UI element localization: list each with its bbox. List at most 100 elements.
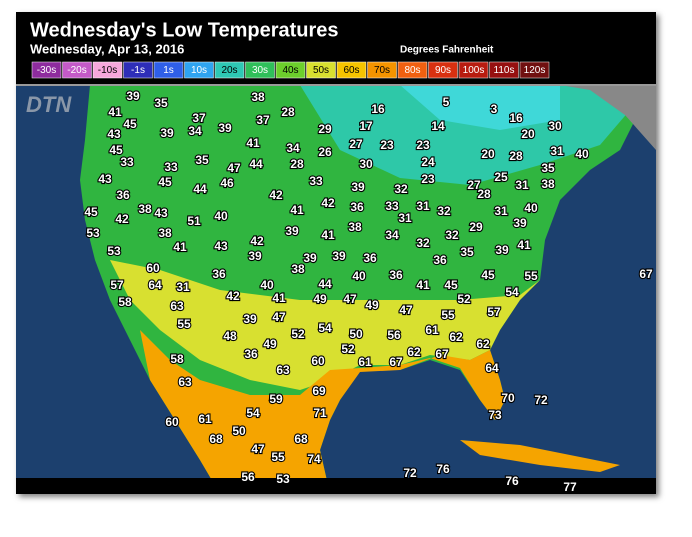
temperature: 60 — [165, 415, 179, 429]
temperature: 68 — [209, 432, 223, 446]
legend-swatch — [92, 61, 123, 79]
temperature: 34 — [188, 124, 202, 138]
temperature: 62 — [407, 345, 421, 359]
temperature: 36 — [363, 251, 377, 265]
legend-swatch — [245, 61, 275, 79]
temperature: 52 — [341, 342, 355, 356]
temperature: 42 — [226, 289, 240, 303]
temperature: 42 — [115, 212, 129, 226]
temperature: 35 — [154, 96, 168, 110]
legend-label: -10s — [98, 65, 117, 76]
temperature: 55 — [441, 308, 455, 322]
legend-label: 60s — [343, 65, 359, 76]
temperature: 72 — [534, 393, 548, 407]
temperature: 36 — [212, 267, 226, 281]
temperature: 39 — [351, 180, 365, 194]
temperature: 41 — [173, 240, 187, 254]
temperature: 45 — [123, 117, 137, 131]
temperature: 51 — [187, 214, 201, 228]
temperature: 58 — [118, 295, 132, 309]
legend-swatch — [367, 61, 397, 79]
temperature: 63 — [170, 299, 184, 313]
legend-swatch — [519, 61, 550, 79]
temperature: 5 — [443, 95, 450, 109]
temperature: 56 — [387, 328, 401, 342]
temperature: 38 — [138, 202, 152, 216]
temperature: 38 — [291, 262, 305, 276]
legend-swatch — [275, 61, 306, 79]
temperature: 42 — [269, 188, 283, 202]
temperature: 49 — [263, 337, 277, 351]
temperature: 55 — [177, 317, 191, 331]
land — [80, 85, 656, 494]
temperature: 62 — [476, 337, 490, 351]
temperature: 47 — [272, 310, 286, 324]
temperature: 40 — [260, 278, 274, 292]
legend-label: 110s — [494, 65, 515, 76]
temperature: 28 — [290, 157, 304, 171]
legend-label: -30s — [37, 65, 56, 76]
temperature: 41 — [517, 238, 531, 252]
legend-swatch — [397, 61, 428, 79]
temperature: 43 — [98, 172, 112, 186]
temperature: 42 — [250, 234, 264, 248]
temperature: 39 — [303, 251, 317, 265]
temperature: 41 — [416, 278, 430, 292]
temperature: 67 — [435, 347, 449, 361]
temperature: 40 — [575, 147, 589, 161]
temperature: 45 — [481, 268, 495, 282]
legend-label: 70s — [374, 65, 390, 76]
legend-label: -20s — [67, 65, 86, 76]
legend-swatch — [458, 61, 489, 79]
temperature: 39 — [160, 126, 174, 140]
temperature: 36 — [350, 200, 364, 214]
temperature: 47 — [227, 161, 241, 175]
legend-label: 10s — [191, 65, 207, 76]
legend-swatch — [123, 61, 153, 79]
temperature: 31 — [416, 199, 430, 213]
legend-label: 50s — [313, 65, 329, 76]
temperature: 37 — [256, 113, 270, 127]
temperature: 36 — [433, 253, 447, 267]
temperature: 36 — [116, 188, 130, 202]
temperature: 3 — [491, 102, 498, 116]
temperature: 16 — [509, 111, 523, 125]
temperature: 41 — [246, 136, 260, 150]
temperature: 31 — [494, 204, 508, 218]
legend-label: 100s — [463, 65, 485, 76]
temperature: 72 — [403, 466, 417, 480]
temperature: 39 — [332, 249, 346, 263]
temperature: 54 — [246, 406, 260, 420]
temperature: 45 — [444, 278, 458, 292]
temperature: 53 — [107, 244, 121, 258]
temperature: 71 — [313, 406, 327, 420]
temperature: 57 — [487, 305, 501, 319]
legend-swatch — [153, 61, 184, 79]
temperature: 31 — [515, 178, 529, 192]
temperature: 39 — [285, 224, 299, 238]
temperature: 48 — [223, 329, 237, 343]
temperature: 28 — [477, 187, 491, 201]
temperature: 31 — [398, 211, 412, 225]
temperature: 57 — [110, 278, 124, 292]
temperature: 42 — [321, 196, 335, 210]
temperature: 45 — [109, 143, 123, 157]
legend-swatch — [428, 61, 458, 79]
temperature: 31 — [176, 280, 190, 294]
units: Degrees Fahrenheit — [400, 45, 494, 56]
logo: DTN — [26, 92, 72, 117]
temperature: 32 — [394, 182, 408, 196]
temperature: 44 — [318, 277, 332, 291]
legend-label: 1s — [163, 65, 174, 76]
temperature: 77 — [563, 480, 577, 494]
legend-swatch — [184, 61, 214, 79]
legend: -30s -20s -10s -1s 1s 10s 20s 30s 40s 50s 60s 70s 80… — [31, 61, 550, 79]
temperature: 16 — [371, 102, 385, 116]
temperature: 36 — [244, 347, 258, 361]
temperature: 31 — [550, 144, 564, 158]
temperature: 33 — [385, 199, 399, 213]
temperature: 23 — [416, 138, 430, 152]
temperature: 34 — [385, 228, 399, 242]
temperature: 55 — [524, 269, 538, 283]
